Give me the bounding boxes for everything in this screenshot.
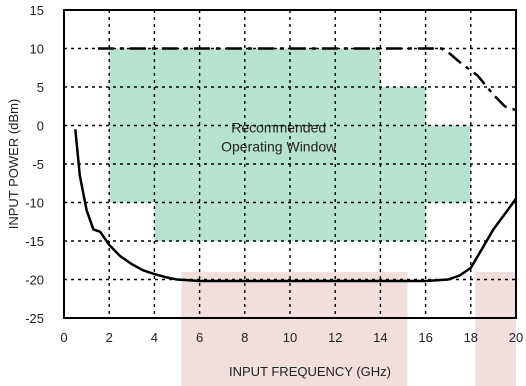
x-tick-label: 10 [283,330,297,345]
series-line-solid [74,129,518,283]
annotations: Recommended Operating Window [221,119,337,154]
y-tick-label: -5 [32,157,44,172]
plot-frame [63,9,517,319]
bottom-band-0 [181,272,408,386]
x-tick-label: 12 [328,330,342,345]
y-tick-label: -25 [25,311,44,326]
y-tick-label: 15 [30,3,44,18]
annotation-line: Recommended [231,119,326,135]
x-tick-label: 18 [464,330,478,345]
bottom-band-1 [475,272,516,386]
y-tick-label: 5 [37,80,44,95]
x-axis-label: INPUT FREQUENCY (GHz) [229,364,391,379]
y-tick-label: 10 [30,42,44,57]
y-tick-label: -10 [25,196,44,211]
x-tick-label: 6 [196,330,203,345]
x-tick-label: 20 [509,330,523,345]
x-tick-label: 0 [60,330,67,345]
x-tick-label: 14 [373,330,387,345]
y-tick-label: -20 [25,273,44,288]
tick-labels: 0 2 4 6 8 10 12 14 16 18 20 15 10 5 0 -5 -10 -15 -20 -25 [25,3,523,345]
x-tick-label: 4 [151,330,158,345]
x-tick-label: 8 [241,330,248,345]
x-tick-label: 16 [418,330,432,345]
y-tick-label: 0 [37,119,44,134]
series-lines [74,47,518,283]
y-axis-label: INPUT POWER (dBm) [6,99,21,230]
x-tick-label: 2 [106,330,113,345]
y-tick-label: -15 [25,234,44,249]
annotation-line: Operating Window [221,138,337,154]
series-line-dashed [97,47,517,112]
background-bands [181,272,516,386]
annotation-recommended-operating-window: Recommended Operating Window [221,119,337,154]
